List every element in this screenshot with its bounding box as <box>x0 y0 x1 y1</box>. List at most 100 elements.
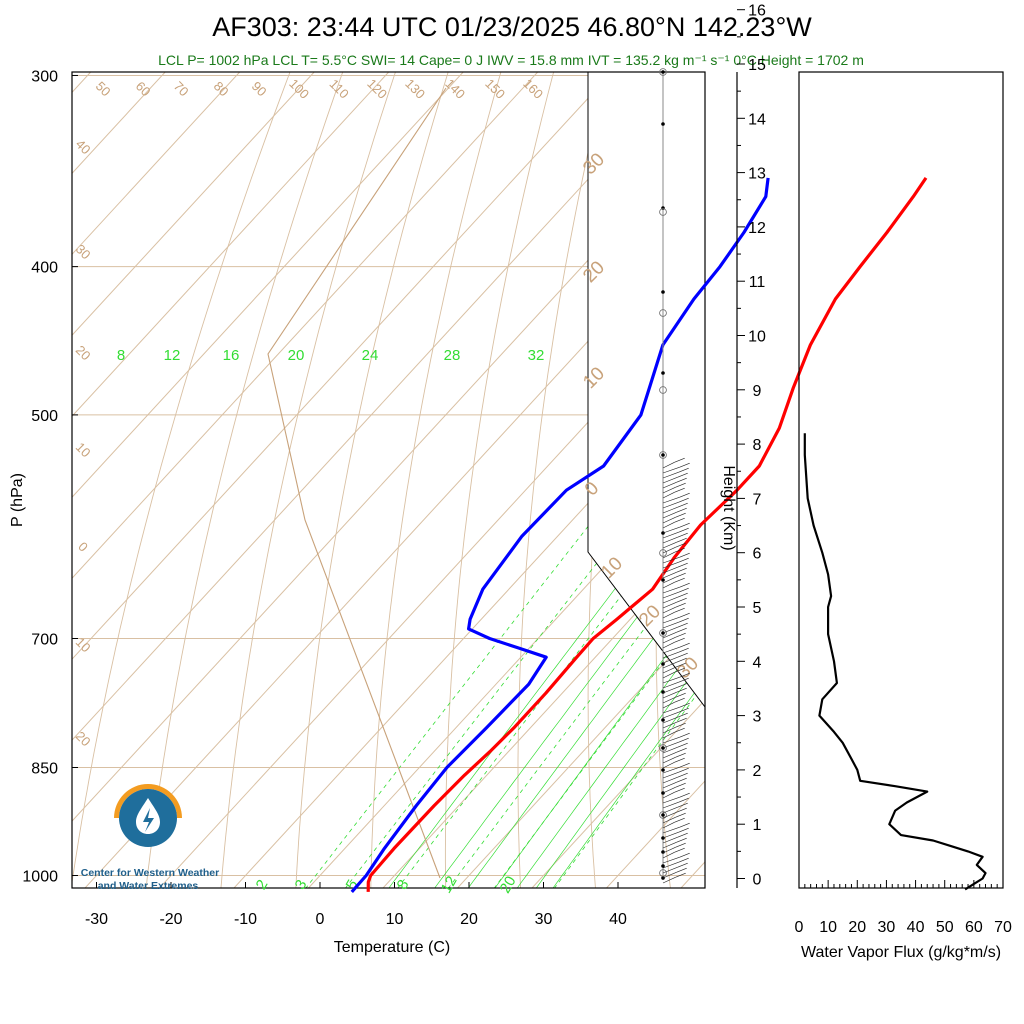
dry-adiabat-line <box>848 0 1024 908</box>
calm-wind-circle <box>659 208 667 216</box>
wind-barb-flag <box>678 857 689 863</box>
flux-tick-label: 40 <box>907 919 925 936</box>
flux-profile-line <box>803 433 987 891</box>
wind-barb-flag <box>679 552 690 558</box>
wind-level-dot <box>661 768 665 772</box>
theta-left-label: 10 <box>73 634 94 655</box>
p-tick-label: 1000 <box>22 869 58 886</box>
wind-barb-shaft <box>662 541 677 549</box>
wind-barb-flag <box>679 522 690 528</box>
wind-barb-shaft <box>662 571 677 579</box>
wind-barb-shaft <box>662 581 675 589</box>
wind-barb-flag <box>676 657 687 663</box>
wind-barb-shaft <box>662 856 680 864</box>
wind-barb-shaft <box>662 561 679 569</box>
wind-barb-flag <box>677 712 688 718</box>
wind-barb-shaft <box>662 551 675 559</box>
wind-barb-shaft <box>662 796 680 804</box>
wind-barb-flag <box>679 492 690 498</box>
wind-barb-flag <box>675 542 686 548</box>
temperature-profile-line <box>366 177 928 892</box>
mixing-ratio-bottom-label: 12 <box>438 873 461 896</box>
wind-barb-flag <box>674 577 685 583</box>
height-tick-label: 10 <box>748 329 766 346</box>
wind-barb-shaft <box>662 556 680 564</box>
wind-barb-shaft <box>662 736 680 744</box>
theta-left-label: 10 <box>73 439 94 460</box>
wind-barb-flag <box>677 532 688 538</box>
wind-barb-shaft <box>662 656 678 664</box>
wind-barb-flag <box>675 752 686 758</box>
isotherm-line <box>289 72 705 888</box>
wind-barb-shaft <box>662 606 676 614</box>
theta-left-label: 0 <box>75 539 91 555</box>
wind-barb-shaft <box>662 826 680 834</box>
wind-barb-shaft <box>662 596 678 604</box>
theta-label: 50 <box>93 78 114 99</box>
mixing-ratio-line <box>538 72 705 888</box>
wind-barb-flag <box>674 487 685 493</box>
wind-barb-flag <box>674 637 685 643</box>
dashed-adiabat-line <box>329 266 705 888</box>
wind-barb-flag <box>679 852 690 858</box>
isotherm-line <box>72 72 705 888</box>
calm-wind-circle <box>659 869 667 877</box>
mixing-ratio-label: 20 <box>288 347 305 364</box>
cw3e-logo: Center for Western Weather and Water Ext… <box>81 784 219 892</box>
wind-barb-shaft <box>662 716 678 724</box>
wind-level-dot <box>661 813 665 817</box>
wind-barb-shaft <box>662 526 680 534</box>
wind-level-dot <box>661 70 665 74</box>
wind-level-dot <box>661 290 665 294</box>
theta-label: 60 <box>133 78 154 99</box>
calm-wind-circle <box>659 811 667 819</box>
wind-barb-shaft <box>662 776 678 784</box>
mixing-ratio-bottom-label: 20 <box>497 873 520 896</box>
isotherm-line <box>662 72 705 888</box>
wind-level-dot <box>661 371 665 375</box>
x-tick-label: 0 <box>316 911 325 928</box>
logo-text-line1: Center for Western Weather <box>81 867 219 879</box>
wind-barb-flag <box>674 547 685 553</box>
flux-tick-label: 70 <box>994 919 1012 936</box>
mixing-ratio-line <box>453 72 705 888</box>
wind-barb-shaft <box>662 461 675 469</box>
wind-barb-flag <box>676 717 687 723</box>
height-tick-label: 3 <box>753 709 762 726</box>
wind-level-dot <box>661 453 665 457</box>
wind-barb-shaft <box>662 586 680 594</box>
flux-tick-label: 10 <box>819 919 837 936</box>
x-tick-label: 40 <box>609 911 627 928</box>
wind-barb-flag <box>679 702 690 708</box>
wind-barb-flag <box>677 682 688 688</box>
wind-barb-shaft <box>662 696 676 704</box>
p-tick-label: 400 <box>31 260 58 277</box>
mixing-ratio-label: 32 <box>528 347 545 364</box>
wind-barb-shaft <box>662 876 676 884</box>
wind-barb-flag <box>674 457 685 463</box>
x-tick-label: -10 <box>234 911 257 928</box>
isotherm-line <box>364 72 705 888</box>
wind-barb-flag <box>678 677 689 683</box>
wind-barb-shaft <box>662 746 678 754</box>
wind-barb-flag <box>676 687 687 693</box>
logo-sun-arc <box>114 784 182 818</box>
wind-barb-shaft <box>662 521 675 529</box>
wind-barb-flag <box>677 742 688 748</box>
mixing-ratio-label: 16 <box>223 347 240 364</box>
wind-barb-flag <box>679 792 690 798</box>
isotherm-line <box>737 0 1024 908</box>
wind-barb-shaft <box>662 591 679 599</box>
flux-tick-label: 20 <box>848 919 866 936</box>
x-tick-label: -20 <box>159 911 182 928</box>
wind-barb-shaft <box>662 726 676 734</box>
calm-wind-circle <box>659 68 667 76</box>
height-tick-label: 9 <box>753 383 762 400</box>
isotherm-line <box>587 72 705 888</box>
theta-label: 150 <box>482 76 508 102</box>
theta-label: 130 <box>402 76 428 102</box>
isotherm-line <box>72 72 705 888</box>
dry-adiabat-line <box>655 72 705 888</box>
wind-barb-shaft <box>662 621 679 629</box>
wind-barb-flag <box>676 597 687 603</box>
